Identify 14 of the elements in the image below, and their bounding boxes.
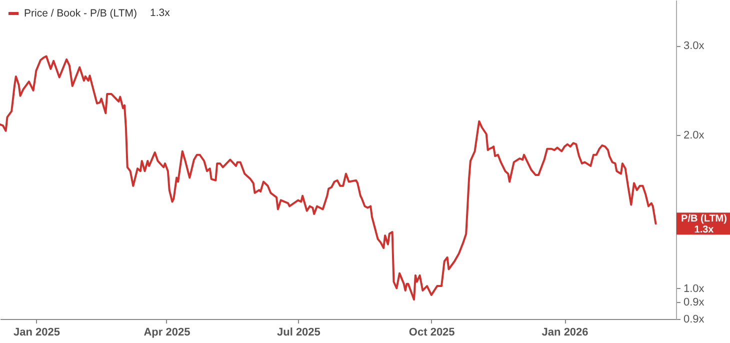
y-tick-label: 3.0x [684,40,705,52]
x-tick-label: Jan 2026 [542,326,588,338]
annotation: P/B (LTM) 1.3x [681,214,727,236]
x-tick-label: Jul 2025 [276,326,320,338]
legend-label: Price / Book - P/B (LTM) [24,8,137,20]
y-tick-label: 1.0x [684,282,705,295]
x-tick-label: Oct 2025 [408,326,455,338]
x-tick-label: Apr 2025 [144,326,190,338]
annotation: 1.3x [150,7,171,19]
line-series [0,55,657,301]
x-tick-label: Jan 2025 [13,326,60,338]
y-tick-label: 0.9x [684,296,705,308]
y-tick-label: 2.0x [684,130,705,142]
y-tick-label: 0.9x [684,314,705,326]
